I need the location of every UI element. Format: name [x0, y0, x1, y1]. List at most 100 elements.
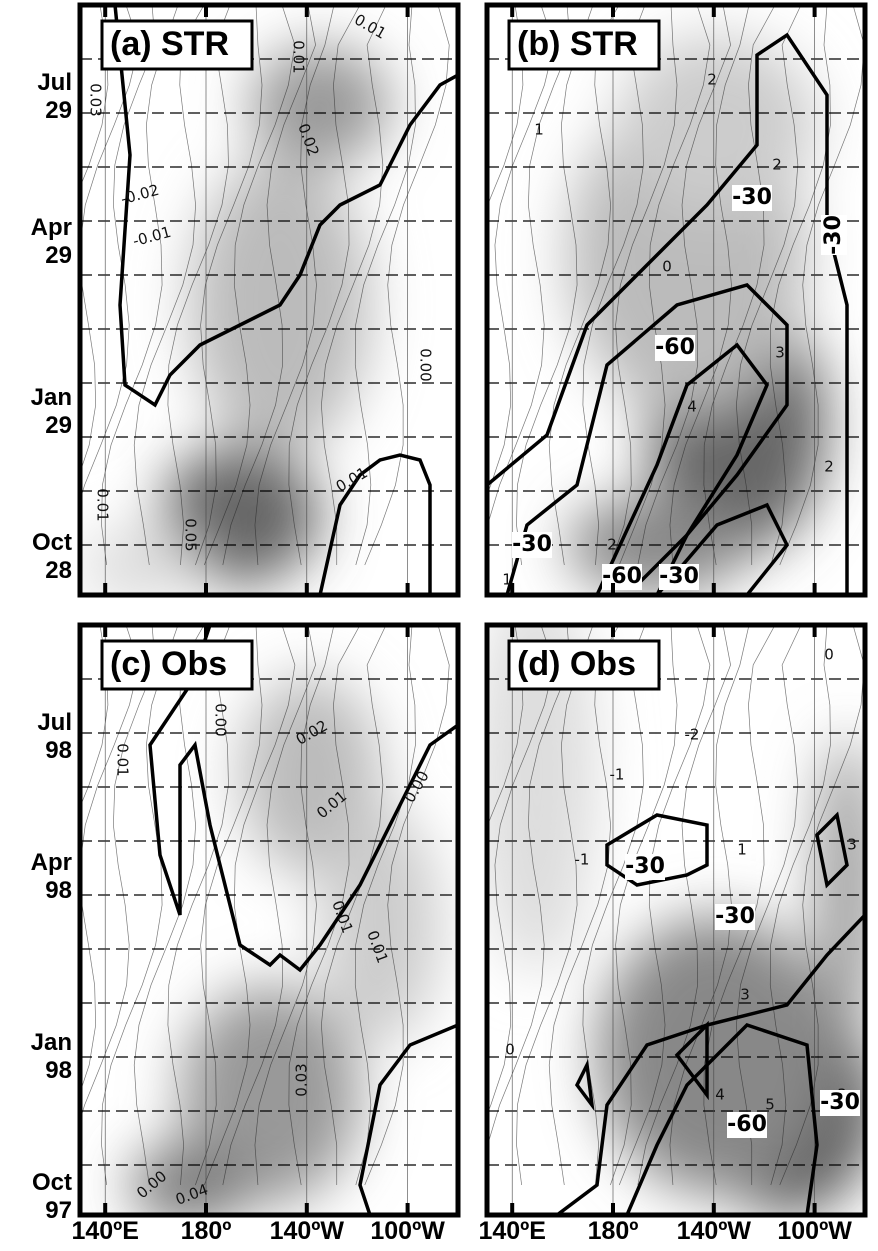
contour-line	[203, 5, 296, 566]
contour-label-group: -30	[821, 215, 847, 255]
thick-contour	[505, 283, 789, 595]
contour-label-group: 0	[505, 1041, 515, 1059]
contour-line	[320, 625, 387, 1186]
y-tick-label: Apr	[31, 214, 72, 241]
title-box	[507, 639, 661, 691]
y-tick-label: 97	[45, 1197, 72, 1224]
contour-line	[222, 5, 316, 566]
contour-label-group: 2	[824, 458, 834, 476]
thick-contour	[358, 1023, 458, 1215]
y-tick-label: 29	[45, 412, 72, 439]
contour-label: 2	[707, 71, 717, 89]
x-tick-label: 140ºW	[677, 1217, 752, 1245]
panel: 0-2-13-1-301-3033045-60-30140ºE180º140ºW…	[478, 622, 868, 1245]
contour-label-group: -60	[655, 335, 695, 361]
thick-contour	[148, 625, 458, 973]
contour-label: 2	[772, 156, 782, 174]
contour-label: 0.05	[182, 518, 200, 551]
contour-label-group: 2	[772, 156, 782, 174]
contour-line	[487, 625, 571, 1153]
y-tick-label: Jul	[37, 69, 72, 96]
frame	[484, 622, 868, 1218]
y-tick-label: 28	[45, 557, 72, 584]
contour-line	[254, 625, 335, 1186]
contour-label-group: 0.03	[87, 83, 105, 116]
contour-label: 1	[502, 571, 512, 589]
thick-contour	[625, 1022, 819, 1215]
contour-line	[195, 5, 263, 566]
plot-area: 0-2-13-1-301-3033045-60-30	[487, 625, 865, 1215]
contour-line	[133, 5, 205, 566]
contour-label-group: -30	[659, 564, 699, 590]
contour-line	[203, 625, 296, 1186]
shade	[180, 985, 360, 1205]
contour-label: 3	[740, 986, 750, 1004]
contour-line	[769, 5, 831, 566]
contour-line	[610, 625, 678, 1186]
contour-line	[487, 625, 555, 1116]
contour-label: 2	[607, 536, 617, 554]
y-tick-label: Jan	[31, 1029, 72, 1056]
contour-line	[735, 625, 802, 1186]
contour-label-group: 5	[765, 1096, 775, 1114]
contour-label: 0	[824, 646, 834, 664]
contour-label: -30	[821, 215, 846, 255]
x-tick-label: 140ºW	[270, 1217, 345, 1245]
contour-label: -1	[575, 851, 590, 869]
contour-label: -30	[659, 564, 699, 589]
contour-label: 0	[662, 258, 672, 276]
panel: 0.010.00 0.020.01 0.000.010.010.030.00 0.04…	[31, 622, 461, 1245]
panel: 212-30-300-60 342-30 2-60 -301(b) STR	[484, 2, 868, 598]
contour-line	[195, 625, 263, 1186]
contour-line	[618, 625, 711, 1186]
thick-contour	[605, 813, 709, 887]
contour-line	[167, 5, 231, 566]
contour-line	[487, 5, 555, 496]
shade	[130, 1145, 250, 1215]
contour-label: -30	[732, 185, 772, 210]
y-tick-label: Oct	[32, 529, 72, 556]
contour-line	[637, 5, 731, 566]
shade	[320, 805, 440, 1045]
contour-label: 0.03	[87, 83, 105, 116]
contour-label-group: 0.05	[182, 518, 200, 551]
thick-contour	[574, 1059, 595, 1112]
y-tick-label: 29	[45, 97, 72, 124]
contour-label-group: 3	[775, 344, 785, 362]
contour-label: -2	[685, 726, 700, 744]
contour-label: 0.01	[290, 40, 308, 73]
thick-contour	[555, 913, 865, 1215]
contour-line	[354, 5, 416, 566]
contour-label-group: -60	[602, 564, 642, 590]
shading	[130, 675, 440, 1215]
contour-label-group: -30	[512, 532, 552, 558]
contour-line	[516, 625, 594, 1186]
contour-line	[288, 625, 361, 1186]
contour-line	[80, 625, 109, 808]
plot-area: 212-30-300-60 342-30 2-60 -301	[487, 5, 865, 595]
contour-label-group: 4	[687, 398, 697, 416]
thick-contour	[318, 453, 432, 595]
thick-contour	[655, 502, 790, 595]
frame	[77, 622, 461, 1218]
panel: 0.010.010.030.02-0.02-0.010.000.010.010.…	[31, 2, 461, 598]
y-tick-label: 29	[45, 242, 72, 269]
contour-line	[364, 5, 450, 566]
contour-label-group: 0.03	[293, 1063, 311, 1096]
label-bg	[727, 1112, 767, 1138]
contour-line	[487, 625, 524, 828]
contour-label: 4	[715, 1086, 725, 1104]
contour-line	[320, 5, 387, 566]
contour-label-group: 0.00	[417, 348, 435, 381]
contour-label-group: -1	[610, 766, 625, 784]
contour-label: -30	[820, 1090, 860, 1115]
contour-label-group: -30	[820, 1090, 860, 1116]
contour-line	[254, 5, 335, 566]
contour-label-group: 0.01	[94, 488, 112, 521]
y-tick-label: Jul	[37, 709, 72, 736]
label-bg	[512, 532, 552, 558]
frame	[77, 2, 461, 598]
shade	[240, 675, 380, 875]
contour-label-group: 1	[737, 841, 747, 859]
